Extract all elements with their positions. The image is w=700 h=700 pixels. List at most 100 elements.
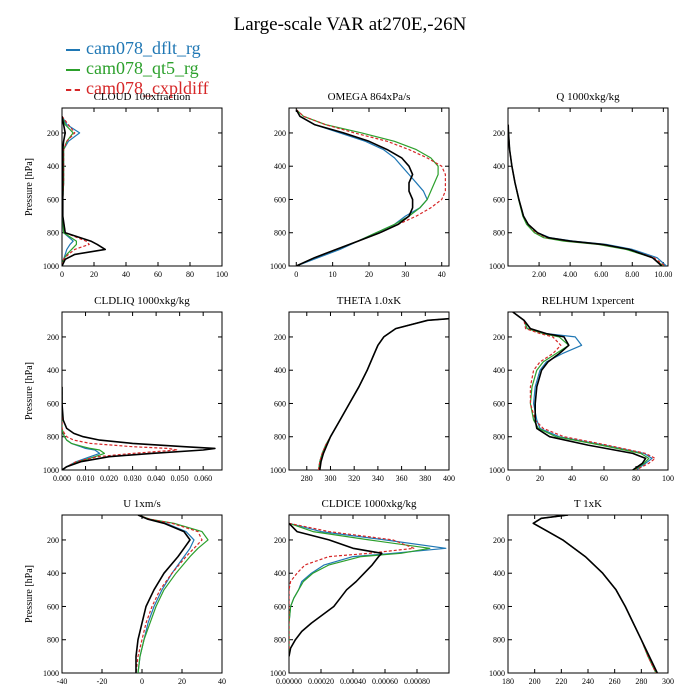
series-line [62,386,178,470]
x-tick-label: 20 [536,474,544,483]
y-tick-label: 400 [274,366,286,375]
subplot-4: CLDLIQ 1000xkg/kg Pressure [hPa] 200 400 600… [24,295,223,483]
subplot-1: CLOUD 100xfraction Pressure [hPa] 200 40 0 60… [24,91,228,279]
series-line [289,522,383,657]
x-tick-label: 300 [324,474,336,483]
series-line [289,522,431,657]
x-tick-label: 10 [329,270,337,279]
subplot-3: Q 1000xkg/kg 200 400 600 800 1000 2.00 4.00 6.00… [489,91,672,279]
series-line [289,522,415,657]
y-tick-label: 400 [274,569,286,578]
x-tick-label: 40 [218,677,226,686]
x-tick-label: 300 [662,677,674,686]
series-line [62,386,216,470]
legend-item-qt5: cam078_qt5_rg [66,58,209,78]
x-tick-label: 40 [122,270,130,279]
subplot-title: CLOUD 100xfraction [94,91,191,103]
y-tick-label: 800 [493,433,505,442]
legend-label: cam078_dflt_rg [86,38,201,58]
legend-item-cxpldiff: cam078_cxpldiff [66,78,209,98]
legend-swatch [66,88,80,91]
x-tick-label: 100 [662,474,674,483]
subplot-5: THETA 1.0xK 200 400 600 800 1000 280 300 320 340 3… [270,295,455,483]
y-tick-label: 1000 [43,466,59,475]
x-tick-label: 30 [401,270,409,279]
x-tick-label: 80 [632,474,640,483]
y-tick-label: 600 [493,399,505,408]
y-tick-label: 400 [47,366,59,375]
y-axis-label: Pressure [hPa] [24,565,35,623]
series-line [295,109,414,266]
x-tick-label: 0.00040 [340,677,366,686]
y-tick-label: 200 [47,333,59,342]
y-tick-label: 400 [493,366,505,375]
y-tick-label: 1000 [270,262,286,271]
plot-frame [61,311,223,471]
x-tick-label: 40 [568,474,576,483]
y-tick-label: 200 [493,333,505,342]
y-tick-label: 600 [47,399,59,408]
y-tick-label: 200 [274,536,286,545]
legend-swatch [66,48,80,51]
x-tick-label: 360 [396,474,408,483]
x-tick-label: 0 [60,270,64,279]
x-tick-label: 260 [609,677,621,686]
x-tick-label: 200 [529,677,541,686]
x-tick-label: 0.020 [100,474,118,483]
subplot-title: U 1xm/s [123,498,161,510]
x-tick-label: 0.060 [194,474,212,483]
plot-frame [61,107,223,267]
legend-swatch [66,68,80,71]
y-tick-label: 1000 [489,466,505,475]
series-line [508,124,664,266]
series-line [62,386,106,470]
y-tick-label: 600 [274,399,286,408]
subplot-title: CLDICE 1000xkg/kg [321,498,417,510]
subplot-title: OMEGA 864xPa/s [328,91,411,103]
x-tick-label: -40 [57,677,68,686]
y-tick-label: 200 [47,536,59,545]
y-tick-label: 400 [47,569,59,578]
y-tick-label: 1000 [489,262,505,271]
y-tick-label: 600 [47,195,59,204]
y-tick-label: 800 [47,229,59,238]
series-line [512,312,650,470]
plot-frame [288,107,450,267]
x-tick-label: 0.010 [77,474,95,483]
y-tick-label: 800 [47,636,59,645]
x-tick-label: 0.00020 [308,677,334,686]
x-tick-label: 180 [502,677,514,686]
y-tick-label: 1000 [489,669,505,678]
x-tick-label: 280 [635,677,647,686]
y-axis-label: Pressure [hPa] [24,158,35,216]
series-line [508,124,663,266]
x-tick-label: 100 [216,270,228,279]
subplot-title: THETA 1.0xK [337,295,402,307]
series-line [532,515,657,673]
series-line [295,109,446,266]
series-line [62,116,106,266]
x-tick-label: 0.00000 [276,677,302,686]
plot-frame [507,107,669,267]
y-tick-label: 400 [493,162,505,171]
series-line [137,515,195,673]
x-tick-label: 240 [582,677,594,686]
series-line [289,522,447,657]
x-tick-label: 220 [555,677,567,686]
y-tick-label: 1000 [43,262,59,271]
series-line [318,318,449,470]
x-tick-label: 2.00 [532,270,546,279]
legend-label: cam078_qt5_rg [86,58,199,78]
y-tick-label: 1000 [43,669,59,678]
legend: cam078_dflt_rg cam078_qt5_rg cam078_cxpl… [66,38,209,98]
x-tick-label: 4.00 [563,270,577,279]
series-line [295,109,439,266]
y-tick-label: 200 [47,129,59,138]
series-line [62,115,90,266]
series-line [512,312,656,470]
series-line [318,318,449,470]
x-tick-label: 0 [506,474,510,483]
